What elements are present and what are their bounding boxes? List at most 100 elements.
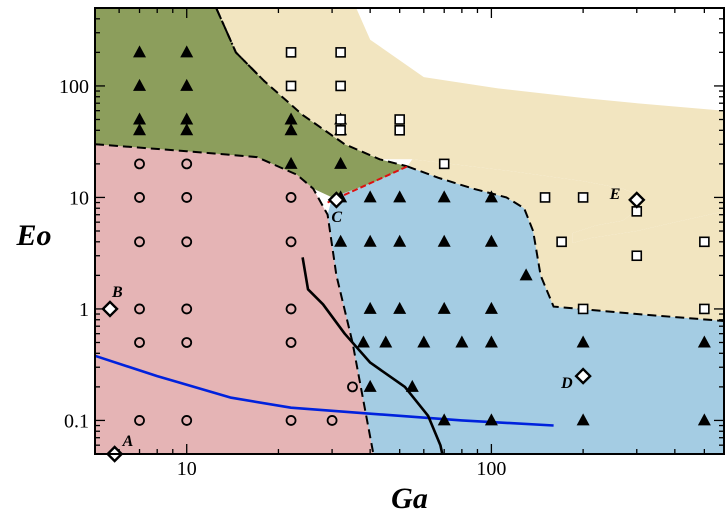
circle-marker [181,415,193,426]
triangle-marker [519,268,533,281]
point-label-D: D [560,375,573,392]
triangle-marker [576,335,590,348]
square-marker [335,80,346,92]
triangle-marker [180,123,194,136]
circle-marker [134,158,145,170]
triangle-marker [484,413,498,426]
triangle-marker [484,190,498,203]
point-labels: A B C D E [111,186,620,450]
circle-marker [285,303,297,315]
region-tan [216,8,724,243]
data-markers [101,45,711,463]
triangle-marker [393,301,407,314]
triangle-marker [133,78,147,91]
square-marker [438,158,450,170]
square-marker [631,250,643,262]
y-tick-label: 10 [69,187,89,209]
x-tick-label: 10 [177,458,197,480]
square-marker [285,47,297,58]
square-marker [335,47,346,58]
triangle-marker [484,301,498,314]
triangle-marker [133,45,147,58]
circle-marker [134,236,145,248]
region-blue [327,166,724,454]
triangle-marker [180,112,194,125]
circle-marker [285,192,297,203]
diamond-marker [628,191,646,209]
region-pink [95,144,374,454]
square-marker [699,236,710,248]
triangle-marker [484,335,498,348]
y-tick-labels: 0.1 1 10 100 [59,76,89,432]
square-marker [556,236,567,248]
triangle-marker [363,190,377,203]
triangle-marker [437,301,451,314]
triangle-marker [379,335,393,348]
circle-marker [134,303,145,315]
triangle-marker [417,335,431,348]
diamond-marker [327,191,346,209]
circle-marker [326,415,338,426]
square-marker [577,192,589,203]
circle-marker [134,415,145,426]
triangle-marker [133,112,147,125]
triangle-marker [363,379,377,392]
x-tick-labels: 10 100 [177,458,507,480]
triangle-marker [334,234,348,247]
point-label-C: C [331,209,342,226]
triangle-marker [363,301,377,314]
square-marker [539,192,551,203]
model-curves [95,257,554,454]
circle-marker [285,236,297,248]
triangle-marker [180,45,194,58]
triangle-marker [284,123,298,136]
square-marker [699,303,710,315]
square-marker [335,114,346,125]
triangle-marker [455,335,469,348]
x-axis-label: Ga [391,482,428,514]
y-tick-label: 100 [59,76,89,98]
triangle-marker [284,156,298,169]
square-marker [577,303,589,315]
triangle-marker [405,379,419,392]
axis-ticks [94,7,724,455]
circle-marker [134,192,145,203]
triangle-marker [437,234,451,247]
blue-curve [95,354,554,427]
circle-marker [181,337,193,348]
circle-marker [181,236,193,248]
y-tick-label: 1 [79,299,89,321]
triangle-marker [697,335,711,348]
circle-marker [285,337,297,348]
diamond-marker [574,367,592,385]
square-marker [335,125,346,136]
triangle-marker [334,156,348,169]
triangle-marker [576,413,590,426]
diamond-marker [101,300,119,318]
triangle-marker [356,335,370,348]
triangle-marker [180,78,194,91]
square-marker [394,125,405,136]
point-label-B: B [111,284,123,301]
boundary-line-dashdot [215,8,266,83]
triangle-marker [133,123,147,136]
black-curve [301,257,444,454]
circle-marker [181,192,193,203]
x-tick-label: 100 [476,458,506,480]
triangle-marker [393,190,407,203]
circle-marker [181,158,193,170]
triangle-marker [484,234,498,247]
point-label-A: A [122,433,134,450]
point-label-E: E [609,186,621,203]
triangle-marker [393,234,407,247]
triangle-marker [697,413,711,426]
square-marker [394,114,405,125]
circle-marker [134,337,145,348]
boundary-line-dashed [407,165,724,322]
boundary-line-dashed [95,143,375,454]
circle-marker [347,381,358,393]
y-axis-label: Eo [15,219,51,252]
y-tick-label: 0.1 [64,410,89,432]
circle-marker [181,303,193,315]
